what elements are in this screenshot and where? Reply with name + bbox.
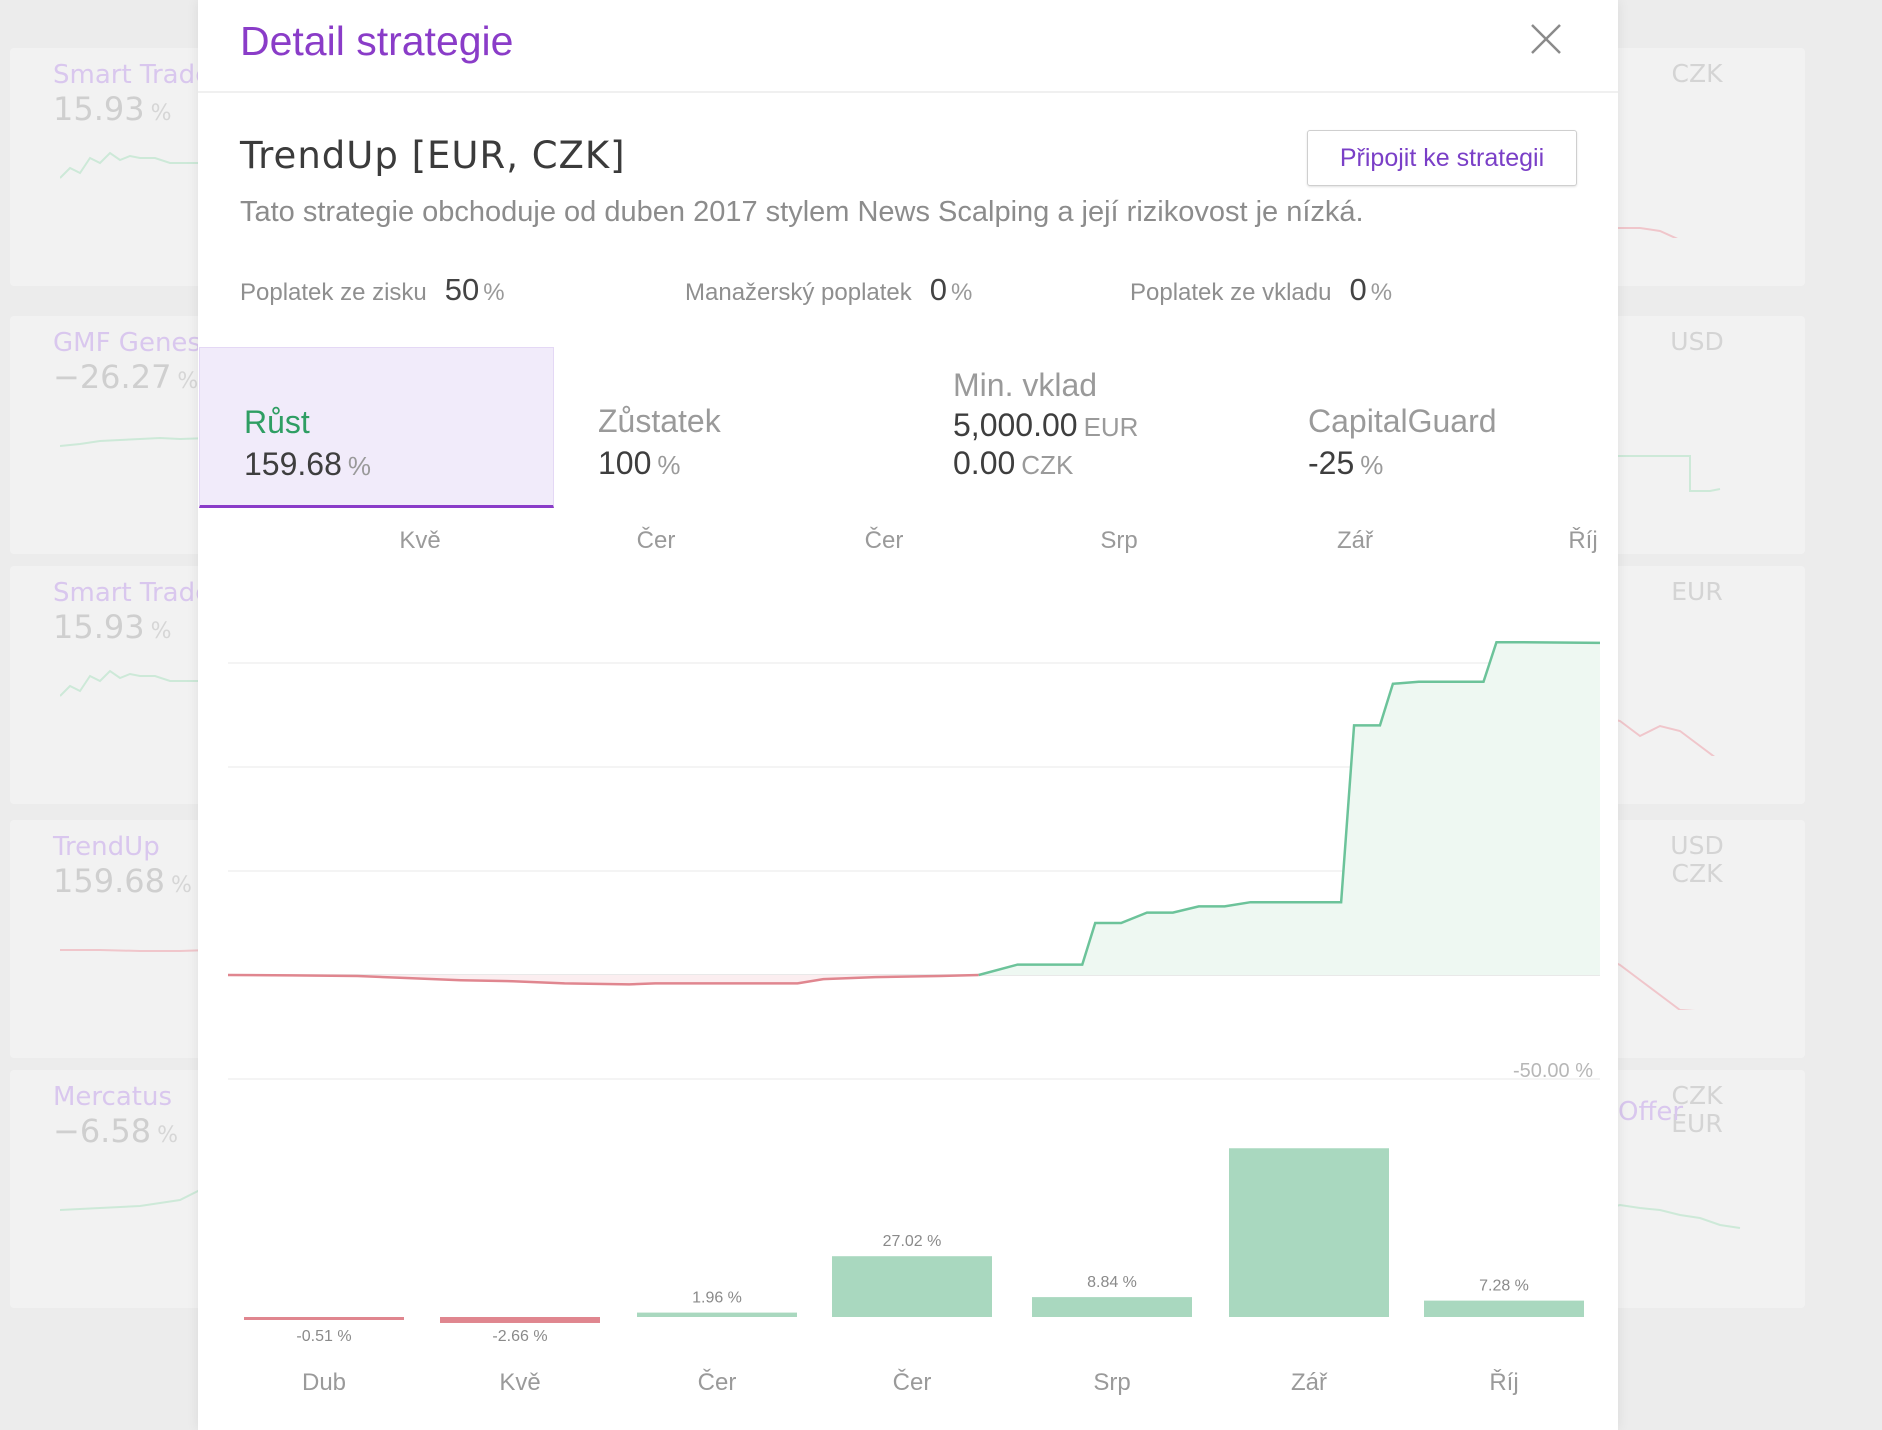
- bar-value-label: 7.28 %: [1479, 1278, 1529, 1295]
- fee-management: Manažerský poplatek 0%: [685, 272, 972, 308]
- background-sparkline: [60, 949, 210, 952]
- background-sparkline: [60, 436, 210, 447]
- modal-header: Detail strategie: [198, 0, 1618, 93]
- background-card-name: TrendUp: [53, 832, 160, 862]
- bar-category-label: Kvě: [499, 1369, 540, 1396]
- bar-category-label: Čer: [698, 1368, 737, 1396]
- tab-value-2: 0.00 CZK: [953, 445, 1074, 481]
- fee-label: Manažerský poplatek: [685, 279, 912, 306]
- fee-unit: %: [1370, 279, 1393, 306]
- background-sparkline-right: [1600, 455, 1721, 492]
- x-tick-label: Srp: [1100, 527, 1137, 554]
- x-tick-label: Říj: [1568, 527, 1597, 554]
- modal-title: Detail strategie: [240, 18, 514, 64]
- fee-deposit: Poplatek ze vkladu 0%: [1130, 272, 1392, 308]
- background-card-currency: EUR: [1671, 577, 1723, 606]
- bar-category-label: Zář: [1291, 1369, 1328, 1396]
- background-card-name-fragment: Offer: [1618, 1097, 1684, 1127]
- fee-value: 50: [444, 272, 480, 307]
- bar-category-label: Říj: [1489, 1369, 1518, 1396]
- background-card-name: Smart Trade: [53, 60, 212, 90]
- bar: [1424, 1300, 1584, 1317]
- bar-category-label: Dub: [302, 1369, 346, 1396]
- positive-area: [978, 642, 1600, 975]
- tab-growth[interactable]: Růst 159.68%: [199, 347, 554, 508]
- fee-unit: %: [483, 279, 505, 306]
- bar-value-label: -2.66 %: [492, 1328, 547, 1345]
- x-tick-label: Zář: [1337, 527, 1374, 554]
- fee-value: 0: [929, 272, 948, 307]
- bar-value-label: 1.96 %: [692, 1290, 742, 1307]
- background-card-currency: CZK: [1671, 59, 1723, 88]
- tab-label: CapitalGuard: [1308, 403, 1497, 439]
- background-sparkline-right: [1600, 954, 1696, 1010]
- tab-balance[interactable]: Zůstatek 100%: [554, 347, 909, 508]
- bar-category-label: Srp: [1093, 1369, 1130, 1396]
- x-tick-label: Čer: [865, 526, 904, 554]
- background-sparkline-right: [1600, 1203, 1741, 1229]
- bar-value-label: 8.84 %: [1087, 1274, 1137, 1291]
- negative-line: [227, 973, 979, 986]
- bar: [1032, 1297, 1192, 1317]
- background-card-currency: CZK EUR: [1671, 1081, 1723, 1138]
- strategy-description: Tato strategie obchoduje od duben 2017 s…: [240, 196, 1364, 228]
- fee-label: Poplatek ze zisku: [240, 279, 427, 306]
- tab-value: 100%: [598, 445, 681, 481]
- bar-category-label: Čer: [893, 1368, 932, 1396]
- bar-value-label: 27.02 %: [883, 1233, 942, 1250]
- background-sparkline: [60, 1187, 210, 1211]
- fee-unit: %: [951, 279, 973, 306]
- background-card-name: Mercatus: [53, 1082, 172, 1112]
- growth-chart: KvěČerČerSrpZářŘíj150.00 %100.00 %50.00 …: [227, 526, 1601, 1396]
- background-card-name: Smart Trade: [53, 578, 212, 608]
- bar: [440, 1317, 600, 1323]
- strategy-detail-modal: Detail strategie TrendUp [EUR, CZK] Přip…: [198, 0, 1618, 1430]
- tab-value: 159.68%: [244, 446, 371, 482]
- background-card-currency: USD: [1670, 327, 1724, 356]
- background-sparkline: [60, 669, 210, 697]
- bar: [244, 1317, 404, 1320]
- strategy-name: TrendUp [EUR, CZK]: [240, 134, 626, 177]
- x-tick-label: Kvě: [399, 527, 440, 554]
- fee-value: 0: [1349, 272, 1367, 307]
- tab-min-deposit[interactable]: Min. vklad 5,000.00 EUR 0.00 CZK: [909, 347, 1264, 508]
- background-card-value: 15.93%: [53, 90, 172, 128]
- bar: [832, 1256, 992, 1317]
- background-card-value: −6.58%: [53, 1112, 178, 1150]
- positive-line: [978, 640, 1601, 977]
- background-sparkline-right: [1600, 715, 1715, 756]
- background-card-value: 15.93%: [53, 608, 172, 646]
- tab-label: Růst: [244, 404, 310, 440]
- join-strategy-button[interactable]: Připojit ke strategii: [1307, 130, 1577, 186]
- background-card-name: GMF Genesis: [53, 328, 222, 358]
- background-sparkline: [60, 151, 210, 179]
- background-card-value: 159.68%: [53, 862, 192, 900]
- tab-capitalguard[interactable]: CapitalGuard -25%: [1264, 347, 1619, 508]
- tab-label: Zůstatek: [598, 403, 721, 439]
- background-card-currency: USD CZK: [1670, 831, 1724, 888]
- bar-value-label: -0.51 %: [296, 1328, 351, 1345]
- tab-value: 5,000.00 EUR: [953, 407, 1139, 443]
- background-card-value: −26.27%: [53, 358, 199, 396]
- fee-profit: Poplatek ze zisku 50%: [240, 272, 505, 308]
- background-sparkline-right: [1600, 227, 1678, 238]
- tab-label: Min. vklad: [953, 367, 1098, 403]
- fee-label: Poplatek ze vkladu: [1130, 279, 1332, 306]
- bar: [637, 1312, 797, 1317]
- tab-value: -25%: [1308, 445, 1384, 481]
- bar: [1229, 1148, 1389, 1317]
- y-tick-label: -50.00 %: [1513, 1060, 1593, 1082]
- x-tick-label: Čer: [637, 526, 676, 554]
- close-icon[interactable]: [1529, 22, 1563, 56]
